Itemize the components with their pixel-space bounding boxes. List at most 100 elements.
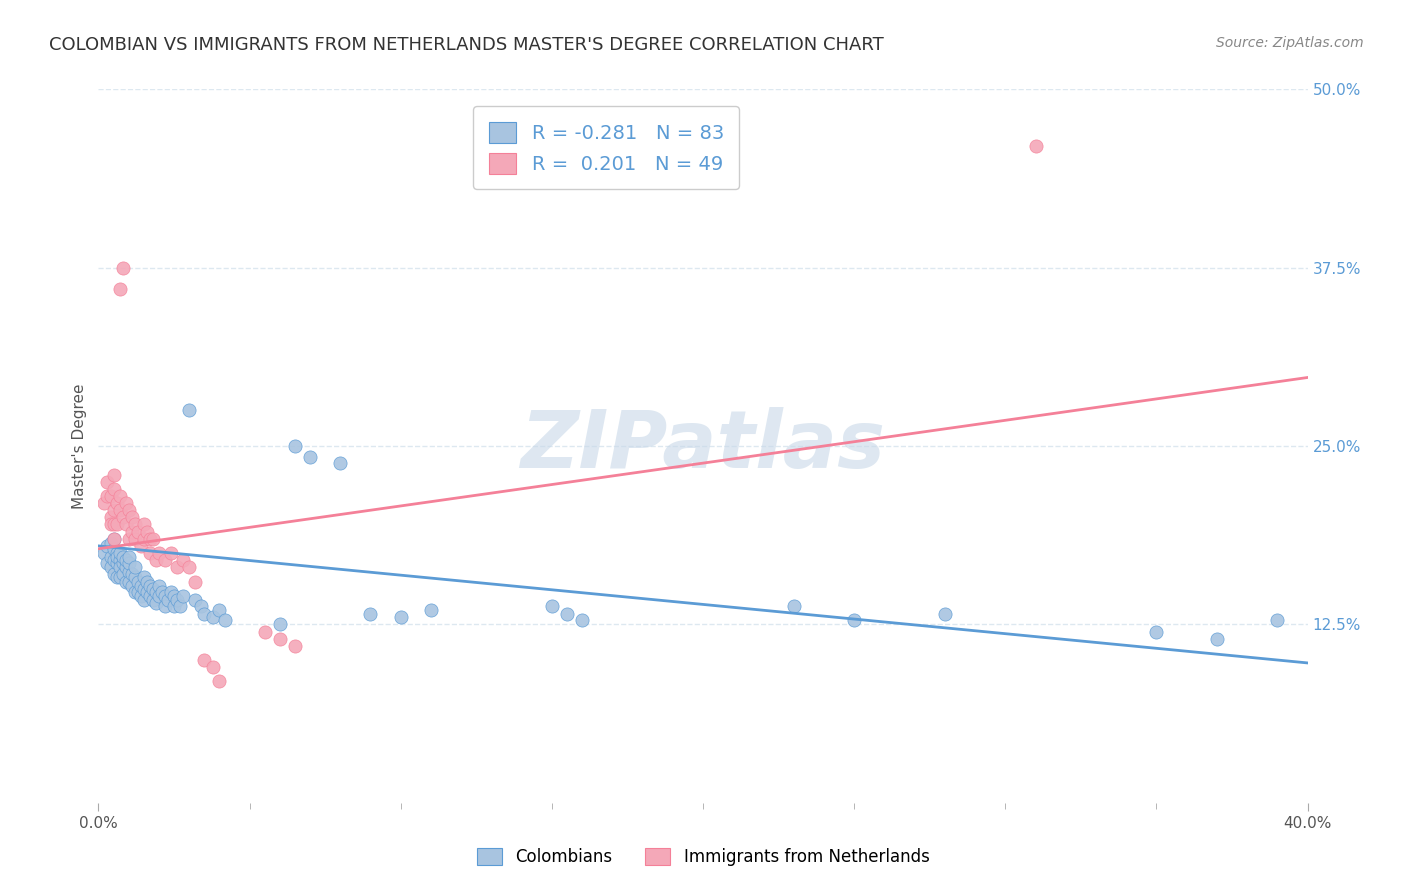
Point xyxy=(783,599,806,613)
Y-axis label: Master's Degree: Master's Degree xyxy=(72,384,87,508)
Point xyxy=(108,282,131,296)
Point xyxy=(124,560,146,574)
Point xyxy=(96,489,118,503)
Point xyxy=(121,567,143,582)
Point xyxy=(214,613,236,627)
Point xyxy=(100,536,122,550)
Point xyxy=(139,546,162,560)
Point xyxy=(105,496,128,510)
Point xyxy=(114,517,136,532)
Point xyxy=(142,593,165,607)
Point xyxy=(135,584,157,599)
Point xyxy=(129,589,152,603)
Point xyxy=(142,532,165,546)
Point xyxy=(103,503,125,517)
Point xyxy=(132,570,155,584)
Point xyxy=(132,593,155,607)
Point xyxy=(96,556,118,570)
Point xyxy=(145,584,167,599)
Point xyxy=(184,574,207,589)
Point xyxy=(208,674,231,689)
Point xyxy=(193,653,215,667)
Point xyxy=(148,579,170,593)
Text: ZIPatlas: ZIPatlas xyxy=(520,407,886,485)
Point xyxy=(124,517,146,532)
Legend: R = -0.281   N = 83, R =  0.201   N = 49: R = -0.281 N = 83, R = 0.201 N = 49 xyxy=(474,106,740,189)
Point xyxy=(420,603,443,617)
Point xyxy=(153,589,176,603)
Point xyxy=(96,475,118,489)
Point xyxy=(108,553,131,567)
Point xyxy=(190,599,212,613)
Point xyxy=(329,456,352,470)
Point xyxy=(153,553,176,567)
Point xyxy=(114,560,136,574)
Point xyxy=(132,582,155,596)
Point xyxy=(160,546,183,560)
Text: COLOMBIAN VS IMMIGRANTS FROM NETHERLANDS MASTER'S DEGREE CORRELATION CHART: COLOMBIAN VS IMMIGRANTS FROM NETHERLANDS… xyxy=(49,36,884,54)
Point xyxy=(100,510,122,524)
Point xyxy=(114,553,136,567)
Point xyxy=(153,599,176,613)
Point xyxy=(169,599,191,613)
Point xyxy=(118,532,141,546)
Point xyxy=(96,539,118,553)
Point xyxy=(105,556,128,570)
Point xyxy=(108,560,131,574)
Point xyxy=(571,613,593,627)
Point xyxy=(139,532,162,546)
Point xyxy=(100,550,122,565)
Point xyxy=(111,550,134,565)
Point xyxy=(114,496,136,510)
Point xyxy=(105,546,128,560)
Text: Source: ZipAtlas.com: Source: ZipAtlas.com xyxy=(1216,36,1364,50)
Point xyxy=(105,517,128,532)
Point xyxy=(114,574,136,589)
Point xyxy=(124,570,146,584)
Point xyxy=(148,546,170,560)
Point xyxy=(121,510,143,524)
Point xyxy=(253,624,276,639)
Point xyxy=(160,584,183,599)
Point xyxy=(269,632,291,646)
Point xyxy=(129,539,152,553)
Point xyxy=(166,560,188,574)
Point xyxy=(105,550,128,565)
Point xyxy=(118,565,141,579)
Point xyxy=(100,560,122,574)
Point xyxy=(555,607,578,622)
Point xyxy=(844,613,866,627)
Point xyxy=(299,450,322,465)
Point xyxy=(111,260,134,275)
Point xyxy=(360,607,382,622)
Point xyxy=(934,607,956,622)
Point xyxy=(111,510,134,524)
Point xyxy=(1144,624,1167,639)
Point xyxy=(1267,613,1289,627)
Point xyxy=(202,610,225,624)
Point xyxy=(108,570,131,584)
Point xyxy=(103,467,125,482)
Point xyxy=(132,532,155,546)
Point xyxy=(179,560,201,574)
Point xyxy=(202,660,225,674)
Point xyxy=(103,541,125,556)
Point xyxy=(105,570,128,584)
Point xyxy=(284,439,307,453)
Point xyxy=(172,553,194,567)
Point xyxy=(139,579,162,593)
Point xyxy=(118,503,141,517)
Point xyxy=(156,593,179,607)
Point xyxy=(103,482,125,496)
Point xyxy=(193,607,215,622)
Point xyxy=(103,553,125,567)
Point xyxy=(127,524,149,539)
Point xyxy=(163,589,186,603)
Point xyxy=(103,517,125,532)
Point xyxy=(135,574,157,589)
Legend: Colombians, Immigrants from Netherlands: Colombians, Immigrants from Netherlands xyxy=(468,840,938,875)
Point xyxy=(142,582,165,596)
Point xyxy=(111,567,134,582)
Point xyxy=(132,517,155,532)
Point xyxy=(103,532,125,546)
